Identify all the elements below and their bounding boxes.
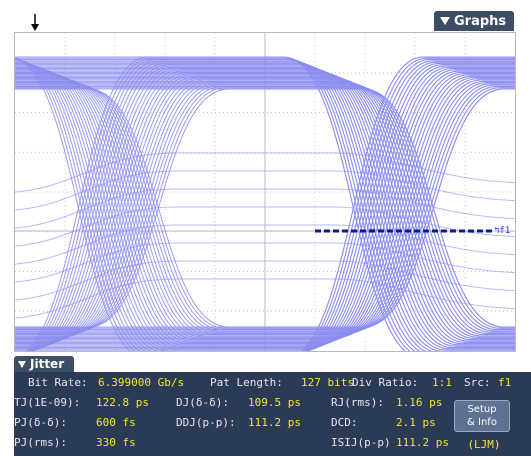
eye-trace <box>15 88 515 328</box>
eye-trace-inner <box>15 224 515 265</box>
eye-diagram-plot <box>14 32 516 352</box>
ddj-value: 111.2 ps <box>248 416 301 429</box>
pat-length-label: Pat Length: <box>210 376 283 389</box>
setup-button-line2: & Info <box>467 417 497 428</box>
tj-value: 122.8 ps <box>96 396 149 409</box>
jitter-row-4: PJ(rms): 330 fs ISIJ(p-p) 111.2 ps <box>14 434 454 452</box>
dj-value: 109.5 ps <box>248 396 301 409</box>
isij-value: 111.2 ps <box>396 436 449 449</box>
eye-trace-inner <box>15 152 515 193</box>
eye-trace <box>302 57 515 351</box>
jitter-tab[interactable]: Jitter <box>14 356 74 372</box>
triangle-down-icon <box>440 17 450 25</box>
graphs-tab-label: Graphs <box>454 13 507 29</box>
jitter-tab-label: Jitter <box>30 357 65 371</box>
bit-rate-label: Bit Rate: <box>28 376 88 389</box>
pj-dd-label: PJ(δ-δ): <box>14 416 67 429</box>
f1-marker-label: f1 <box>499 226 511 236</box>
rj-label: RJ(rms): <box>331 396 384 409</box>
isij-label: ISIJ(p-p) <box>331 436 391 449</box>
jitter-row-3: PJ(δ-δ): 600 fs DDJ(p-p): 111.2 ps DCD: … <box>14 414 454 432</box>
f1-marker: ↰f1 <box>494 226 510 236</box>
src-label: Src: <box>464 376 491 389</box>
jitter-row-1: Bit Rate: 6.399000 Gb/s Pat Length: 127 … <box>14 374 531 392</box>
pj-rms-value: 330 fs <box>96 436 136 449</box>
triangle-down-icon <box>18 360 26 368</box>
jitter-row-2: TJ(1E-09): 122.8 ps DJ(δ-δ): 109.5 ps RJ… <box>14 394 454 412</box>
div-ratio-value: 1:1 <box>432 376 452 389</box>
eye-trace <box>303 59 515 351</box>
bit-rate-value: 6.399000 Gb/s <box>98 376 185 389</box>
src-value: f1 <box>498 376 512 389</box>
eye-trace-inner <box>15 188 515 229</box>
pj-rms-label: PJ(rms): <box>14 436 67 449</box>
rj-value: 1.16 ps <box>396 396 443 409</box>
jitter-panel: Bit Rate: 6.399000 Gb/s Pat Length: 127 … <box>14 372 531 456</box>
eye-diagram-canvas <box>15 33 515 351</box>
pj-dd-value: 600 fs <box>96 416 136 429</box>
eye-trace <box>305 60 515 351</box>
eye-trace <box>15 88 515 328</box>
f1-marker-arrow-icon: ↰ <box>494 226 500 236</box>
eye-trace-inner <box>15 278 515 319</box>
dcd-label: DCD: <box>331 416 358 429</box>
dj-label: DJ(δ-δ): <box>176 396 229 409</box>
dcd-value: 2.1 ps <box>396 416 436 429</box>
eye-trace-inner <box>15 260 515 301</box>
graphs-tab[interactable]: Graphs <box>434 11 514 31</box>
trigger-arrow-icon <box>31 14 39 31</box>
setup-button-line1: Setup <box>467 404 497 415</box>
pat-length-value: 127 bits <box>301 376 354 389</box>
tj-label: TJ(1E-09): <box>14 396 81 409</box>
div-ratio-label: Div Ratio: <box>352 376 419 389</box>
eye-trace-inner <box>15 242 515 283</box>
ljm-label: (LJM) <box>467 438 501 451</box>
eye-trace <box>301 56 515 351</box>
eye-trace-inner <box>15 170 515 211</box>
setup-info-button[interactable]: Setup & Info <box>454 400 510 432</box>
ddj-label: DDJ(p-p): <box>176 416 236 429</box>
